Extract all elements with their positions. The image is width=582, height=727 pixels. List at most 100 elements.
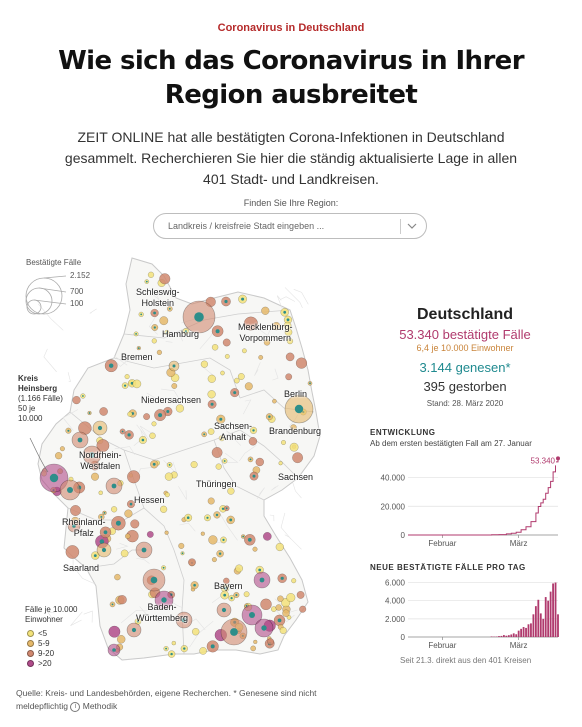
district-marker[interactable] <box>207 428 215 435</box>
district-marker[interactable] <box>151 421 157 427</box>
district-marker[interactable] <box>263 339 271 346</box>
district-marker[interactable] <box>147 271 155 278</box>
daily-cases-bar[interactable] <box>552 583 554 637</box>
district-marker[interactable] <box>258 354 264 360</box>
district-marker[interactable] <box>275 542 284 552</box>
district-marker[interactable] <box>54 452 63 460</box>
district-marker[interactable] <box>151 338 157 344</box>
district-marker[interactable] <box>146 530 154 538</box>
district-marker[interactable] <box>286 593 296 603</box>
daily-cases-bar[interactable] <box>502 635 505 637</box>
district-marker[interactable] <box>218 435 225 442</box>
daily-cases-bar[interactable] <box>510 634 513 637</box>
region-search-box[interactable] <box>153 213 427 239</box>
district-marker[interactable] <box>120 549 129 558</box>
chevron-down-icon[interactable] <box>404 216 420 236</box>
district-marker[interactable] <box>127 470 141 484</box>
district-marker[interactable] <box>171 640 177 646</box>
district-marker[interactable] <box>241 348 247 354</box>
district-marker[interactable] <box>70 505 81 516</box>
district-marker[interactable] <box>291 578 297 584</box>
daily-cases-bar[interactable] <box>498 636 500 637</box>
district-marker[interactable] <box>267 638 275 646</box>
district-marker[interactable] <box>279 626 287 635</box>
district-marker[interactable] <box>237 373 245 380</box>
district-marker[interactable] <box>116 635 126 644</box>
district-marker[interactable] <box>260 598 272 611</box>
district-marker[interactable] <box>124 374 130 380</box>
district-marker[interactable] <box>164 530 169 535</box>
district-marker[interactable] <box>200 360 209 368</box>
district-marker[interactable] <box>286 337 294 345</box>
district-marker[interactable] <box>171 383 178 389</box>
daily-cases-bar[interactable] <box>534 606 537 637</box>
district-marker[interactable] <box>108 625 121 638</box>
district-marker[interactable] <box>215 463 222 470</box>
district-marker[interactable] <box>278 461 283 466</box>
daily-cases-bar[interactable] <box>517 630 520 637</box>
region-search-input[interactable] <box>168 218 388 234</box>
germany-map[interactable] <box>14 250 364 680</box>
daily-cases-bar[interactable] <box>547 600 550 637</box>
daily-cases-bar[interactable] <box>557 614 559 637</box>
district-marker[interactable] <box>124 533 131 539</box>
daily-cases-bar[interactable] <box>544 597 547 637</box>
district-marker[interactable] <box>272 398 277 404</box>
district-marker[interactable] <box>285 352 295 362</box>
daily-cases-bar[interactable] <box>490 636 493 637</box>
district-marker[interactable] <box>132 379 142 389</box>
district-marker[interactable] <box>117 595 127 605</box>
district-marker[interactable] <box>261 306 270 315</box>
daily-cases-bar[interactable] <box>542 618 545 637</box>
district-marker[interactable] <box>299 605 307 613</box>
district-marker[interactable] <box>295 357 308 369</box>
district-marker[interactable] <box>282 609 290 617</box>
district-marker[interactable] <box>243 591 250 598</box>
district-marker[interactable] <box>211 447 223 458</box>
district-marker[interactable] <box>243 316 258 331</box>
daily-cases-bar[interactable] <box>532 614 535 637</box>
district-marker[interactable] <box>208 535 218 545</box>
district-marker[interactable] <box>227 487 235 495</box>
district-marker[interactable] <box>159 316 169 326</box>
district-marker[interactable] <box>207 374 216 383</box>
district-marker[interactable] <box>143 413 151 421</box>
district-marker[interactable] <box>98 490 103 496</box>
district-marker[interactable] <box>280 439 287 446</box>
district-marker[interactable] <box>207 390 216 399</box>
district-marker[interactable] <box>290 424 297 431</box>
daily-cases-bar[interactable] <box>527 624 530 637</box>
daily-cases-bar[interactable] <box>515 634 518 637</box>
district-marker[interactable] <box>96 439 110 453</box>
district-marker[interactable] <box>233 377 240 384</box>
daily-cases-bar[interactable] <box>530 623 532 637</box>
district-marker[interactable] <box>283 321 292 330</box>
district-marker[interactable] <box>190 461 198 469</box>
district-marker[interactable] <box>72 395 81 405</box>
district-marker[interactable] <box>296 590 305 599</box>
daily-cases-bar[interactable] <box>522 627 525 637</box>
district-marker[interactable] <box>255 457 265 467</box>
district-marker[interactable] <box>130 519 140 529</box>
district-marker[interactable] <box>90 472 100 481</box>
district-marker[interactable] <box>159 273 171 285</box>
district-marker[interactable] <box>285 373 293 381</box>
daily-cases-bar[interactable] <box>554 582 557 637</box>
district-marker[interactable] <box>127 411 133 417</box>
district-marker[interactable] <box>286 615 292 620</box>
district-marker[interactable] <box>199 647 207 655</box>
district-marker[interactable] <box>178 542 185 549</box>
district-marker[interactable] <box>59 446 65 452</box>
district-marker[interactable] <box>235 564 244 573</box>
daily-cases-bar[interactable] <box>507 635 510 637</box>
district-marker[interactable] <box>175 404 185 413</box>
district-markers[interactable] <box>39 271 314 658</box>
district-marker[interactable] <box>244 382 253 391</box>
methodik-link[interactable]: Methodik <box>82 701 118 711</box>
district-marker[interactable] <box>207 497 215 505</box>
district-marker[interactable] <box>159 505 168 513</box>
district-marker[interactable] <box>191 627 200 636</box>
district-marker[interactable] <box>292 452 304 464</box>
district-marker[interactable] <box>272 321 281 331</box>
district-marker[interactable] <box>223 577 230 585</box>
